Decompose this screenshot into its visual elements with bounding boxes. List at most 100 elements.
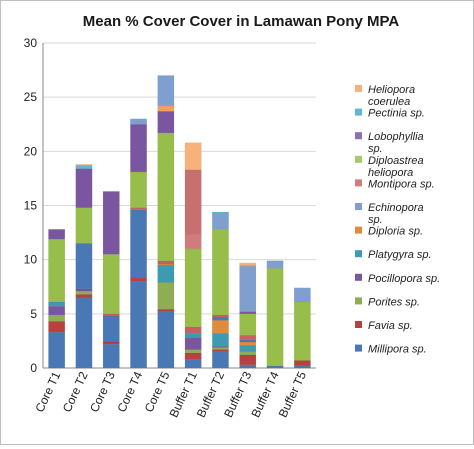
- bar-segment: [239, 364, 257, 369]
- bar-segment: [102, 254, 120, 315]
- legend-label: sp.: [368, 143, 383, 155]
- bar-segment: [130, 171, 147, 208]
- legend-swatch: [355, 179, 362, 187]
- y-tick-label: 30: [24, 36, 38, 50]
- legend-label: Favia sp.: [368, 320, 413, 332]
- bar-segment: [75, 243, 93, 290]
- bar-segment: [48, 301, 66, 307]
- bar-segment: [293, 360, 311, 367]
- bar-segment: [239, 311, 257, 315]
- legend-swatch: [355, 250, 362, 258]
- bar-segment: [157, 132, 175, 262]
- y-tick-label: 25: [24, 90, 38, 104]
- bar-segment: [212, 212, 229, 230]
- bar-segment: [102, 341, 120, 345]
- bar-segment: [130, 207, 147, 211]
- bar-segment: [239, 265, 257, 312]
- bar-segment: [239, 313, 257, 336]
- bar-segment: [48, 314, 66, 322]
- bar-segment: [157, 260, 175, 265]
- legend-label: Porites sp.: [368, 296, 420, 308]
- legend-swatch: [355, 132, 362, 140]
- bar-segment: [184, 333, 202, 338]
- legend-swatch: [355, 297, 362, 305]
- bar-segment: [157, 75, 175, 107]
- bar-segment: [266, 260, 284, 269]
- bar-segment: [212, 320, 229, 334]
- bar-segment: [157, 105, 175, 112]
- bar-segment: [239, 351, 257, 356]
- bar-segment: [130, 281, 147, 369]
- legend-label: Diploastrea: [368, 155, 424, 167]
- y-tick-label: 0: [30, 361, 37, 375]
- bar-segment: [239, 341, 257, 346]
- legend-label: Pectinia sp.: [368, 108, 425, 120]
- y-tick-label: 20: [24, 144, 38, 158]
- bar-segment: [293, 287, 311, 303]
- bar-segment: [75, 288, 93, 292]
- x-tick-label: Core T5: [142, 369, 173, 414]
- legend-label: coerulea: [368, 96, 410, 108]
- bar-segment: [102, 191, 120, 255]
- legend-label: Millipora sp.: [368, 344, 427, 356]
- bar-segment: [102, 313, 120, 317]
- y-tick-label: 10: [24, 253, 38, 267]
- legend-swatch: [355, 108, 362, 116]
- legend-swatch: [355, 226, 362, 234]
- bar-segment: [157, 282, 175, 310]
- legend-label: sp.: [368, 214, 383, 226]
- bar-segment: [75, 290, 93, 295]
- bar-segment: [75, 297, 93, 369]
- bar-segment: [184, 234, 202, 250]
- bar-segment: [212, 211, 229, 214]
- bar-segment: [184, 359, 202, 369]
- bar-segment: [48, 229, 66, 240]
- bar-segment: [184, 248, 202, 328]
- bar-segment: [184, 169, 202, 235]
- bar-segment: [293, 365, 311, 369]
- bar-segment: [157, 309, 175, 312]
- y-tick-label: 15: [24, 199, 38, 213]
- bar-segment: [239, 345, 257, 352]
- bar-segment: [130, 277, 147, 282]
- bar-segment: [102, 315, 120, 343]
- bar-segment: [75, 165, 93, 169]
- bar-segment: [48, 306, 66, 316]
- bar-segment: [48, 238, 66, 303]
- bar-segment: [184, 326, 202, 334]
- legend-swatch: [355, 273, 362, 281]
- legend-swatch: [355, 85, 362, 92]
- bar-segment: [212, 316, 229, 321]
- bar-segment: [212, 314, 229, 318]
- bars: [48, 75, 311, 369]
- bar-segment: [130, 124, 147, 173]
- bar-segment: [75, 168, 93, 208]
- x-tick-label: Core T3: [87, 369, 118, 414]
- bar-segment: [75, 164, 93, 166]
- bar-segment: [266, 365, 284, 369]
- legend-swatch: [355, 155, 362, 163]
- bar-segment: [239, 335, 257, 341]
- bar-segment: [239, 339, 257, 343]
- legend-label: Heliopora: [368, 84, 415, 96]
- legend-swatch: [355, 203, 362, 210]
- bar-segment: [48, 321, 66, 333]
- x-tick-label: Core T2: [60, 369, 91, 414]
- bar-segment: [75, 294, 93, 298]
- chart-title: Mean % Cover Cover in Lamawan Pony MPA: [83, 13, 400, 30]
- bar-segment: [212, 351, 229, 369]
- bar-segment: [212, 229, 229, 316]
- bar-segment: [212, 333, 229, 347]
- legend-swatch: [355, 321, 362, 328]
- bar-segment: [184, 337, 202, 350]
- bar-segment: [293, 301, 311, 361]
- bar-segment: [212, 349, 229, 353]
- legend-label: Pocillopora sp.: [368, 273, 440, 285]
- bar-segment: [184, 349, 202, 354]
- legend-label: Diploria sp.: [368, 226, 423, 238]
- bar-segment: [212, 347, 229, 350]
- bar-segment: [239, 354, 257, 365]
